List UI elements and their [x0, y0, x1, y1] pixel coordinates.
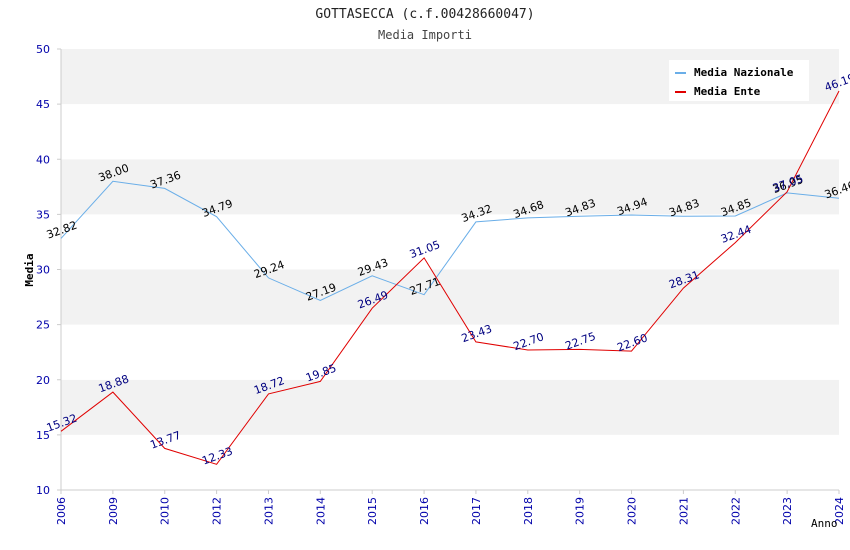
grid-band — [61, 324, 839, 380]
y-tick-label: 20 — [36, 374, 50, 387]
x-tick-label: 2010 — [159, 497, 172, 525]
x-tick-label: 2018 — [522, 497, 535, 525]
y-axis: 10 15 20 25 30 35 40 45 50 — [36, 43, 61, 497]
x-tick-label: 2021 — [677, 497, 690, 525]
legend: Media Nazionale Media Ente — [669, 60, 809, 101]
y-tick-label: 30 — [36, 264, 50, 277]
series-line-media-nazionale — [60, 180, 840, 302]
y-tick-label: 45 — [36, 98, 50, 111]
chart-title: GOTTASECCA (c.f.00428660047) — [315, 7, 534, 22]
x-axis: 2006 2009 2010 2012 2013 2014 2015 2016 2017 2018… — [55, 490, 846, 525]
x-tick-label: 2020 — [626, 497, 639, 525]
legend-label: Media Ente — [694, 85, 761, 98]
x-tick-label: 2014 — [314, 497, 327, 525]
y-tick-label: 10 — [36, 484, 50, 497]
y-tick-label: 25 — [36, 319, 50, 332]
y-tick-label: 35 — [36, 208, 50, 221]
y-tick-label: 15 — [36, 429, 50, 442]
x-tick-label: 2019 — [574, 497, 587, 525]
y-tick-label: 40 — [36, 153, 50, 166]
x-axis-label: Anno — [811, 517, 838, 530]
x-tick-label: 2006 — [55, 497, 68, 525]
x-tick-label: 2024 — [833, 497, 846, 525]
chart-subtitle: Media Importi — [378, 28, 472, 42]
x-tick-label: 2015 — [366, 497, 379, 525]
y-tick-label: 50 — [36, 43, 50, 56]
x-tick-label: 2013 — [262, 497, 275, 525]
series-line-media-ente — [60, 90, 840, 465]
plot-background — [60, 49, 839, 491]
grid-band — [61, 269, 839, 325]
x-tick-label: 2023 — [781, 497, 794, 525]
x-tick-label: 2017 — [470, 497, 483, 525]
grid-band — [61, 434, 839, 490]
x-tick-label: 2016 — [418, 497, 431, 525]
grid-band — [61, 104, 839, 160]
legend-box — [669, 60, 809, 101]
x-tick-label: 2009 — [107, 497, 120, 525]
y-axis-label: Media — [23, 253, 36, 286]
x-tick-label: 2012 — [211, 497, 224, 525]
grid-band — [61, 214, 839, 270]
grid-band — [61, 159, 839, 215]
legend-label: Media Nazionale — [694, 66, 794, 79]
grid-band — [61, 379, 839, 435]
x-tick-label: 2022 — [729, 497, 742, 525]
series-lines — [60, 90, 840, 465]
